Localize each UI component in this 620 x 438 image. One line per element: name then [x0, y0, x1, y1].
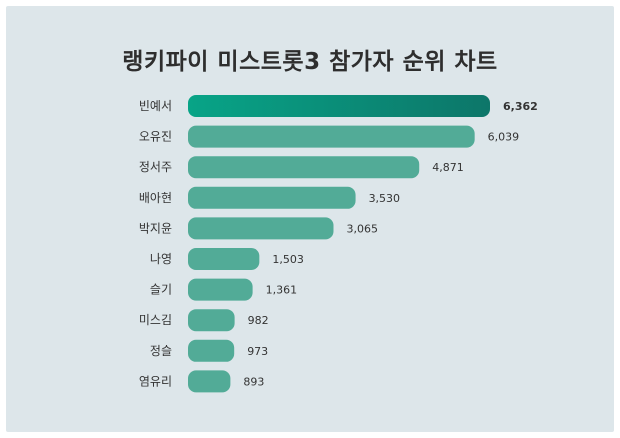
bar — [188, 125, 475, 148]
bar — [188, 278, 253, 301]
bar — [188, 370, 231, 393]
bar — [188, 248, 260, 270]
value-label: 893 — [243, 375, 264, 388]
value-label: 6,362 — [503, 100, 538, 113]
value-label: 6,039 — [488, 131, 519, 144]
bar — [188, 95, 490, 117]
category-label: 정슬 — [150, 344, 172, 358]
value-label: 3,065 — [346, 222, 378, 235]
category-label: 배아현 — [139, 191, 172, 205]
chart-title: 랭키파이 미스트롯3 참가자 순위 차트 — [122, 49, 498, 75]
category-label: 슬기 — [150, 283, 172, 297]
bar — [188, 339, 235, 362]
value-label: 1,503 — [272, 253, 304, 266]
category-label: 나영 — [150, 252, 172, 266]
value-label: 982 — [248, 314, 269, 327]
value-label: 3,530 — [369, 192, 401, 205]
bar — [188, 217, 334, 240]
value-label: 4,871 — [432, 161, 464, 174]
category-label: 미스김 — [139, 313, 172, 327]
bar — [188, 186, 356, 209]
category-label: 염유리 — [139, 374, 172, 388]
bar — [188, 309, 235, 332]
value-label: 973 — [247, 345, 268, 358]
bar — [188, 156, 420, 179]
category-label: 오유진 — [139, 130, 172, 144]
category-label: 박지윤 — [139, 221, 172, 235]
value-label: 1,361 — [266, 284, 298, 297]
category-label: 정서주 — [139, 160, 172, 174]
category-label: 빈예서 — [139, 99, 172, 113]
